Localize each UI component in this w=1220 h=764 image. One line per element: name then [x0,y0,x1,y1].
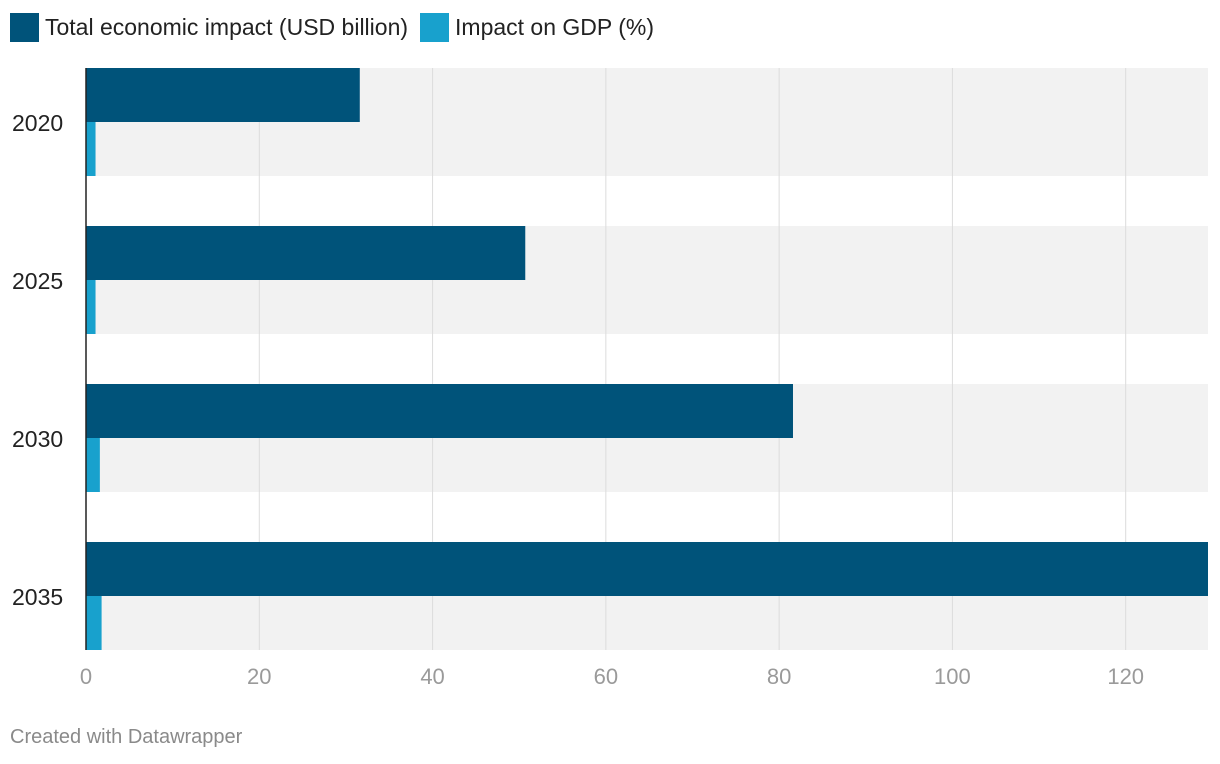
legend-swatch-gdp-impact [420,12,450,42]
bar-gdp-impact-2025 [86,280,96,334]
x-tick-label-120: 120 [1107,664,1144,689]
legend: Total economic impact (USD billion) Impa… [10,12,666,42]
legend-swatch-total-impact [10,12,39,42]
x-tick-label-80: 80 [767,664,791,689]
legend-label-gdp-impact: Impact on GDP (%) [455,13,654,40]
x-tick-label-60: 60 [594,664,618,689]
bar-gdp-impact-2035 [86,596,102,650]
legend-label-total-impact: Total economic impact (USD billion) [45,13,409,40]
legend-item-total-impact: Total economic impact (USD billion) [10,12,409,42]
bar-total-impact-2020 [86,68,360,122]
category-label-2020: 2020 [12,110,63,136]
x-tick-label-0: 0 [80,664,92,689]
footer-credit: Created with Datawrapper [10,726,243,748]
bar-total-impact-2035 [86,542,1208,596]
bar-total-impact-2025 [86,226,526,280]
x-tick-label-40: 40 [420,664,444,689]
category-label-2030: 2030 [12,426,63,452]
legend-item-gdp-impact: Impact on GDP (%) [420,12,654,42]
category-label-2025: 2025 [12,268,63,294]
bar-total-impact-2030 [86,384,793,438]
x-tick-label-20: 20 [247,664,271,689]
bar-gdp-impact-2030 [86,438,100,492]
category-label-2035: 2035 [12,584,63,610]
x-tick-label-100: 100 [934,664,971,689]
bar-gdp-impact-2020 [86,122,96,176]
